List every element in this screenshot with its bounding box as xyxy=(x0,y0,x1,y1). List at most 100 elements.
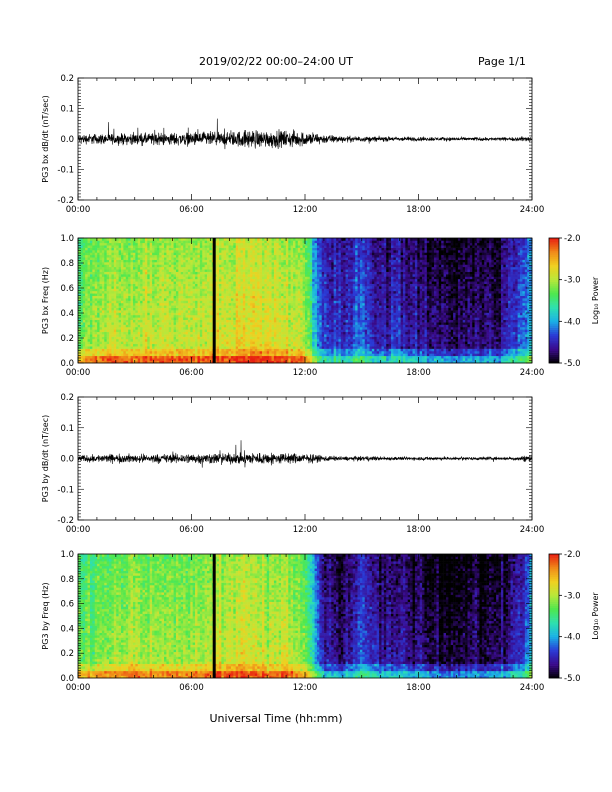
spectrogram-cell xyxy=(116,257,119,260)
spectrogram-cell xyxy=(276,334,279,337)
spectrogram-cell xyxy=(186,349,189,352)
spectrogram-cell xyxy=(150,344,153,347)
spectrogram-cell xyxy=(131,250,134,253)
spectrogram-cell xyxy=(85,341,88,344)
spectrogram-cell xyxy=(279,274,282,277)
spectrogram-cell xyxy=(226,349,229,352)
spectrogram-cell xyxy=(174,320,177,323)
spectrogram-cell xyxy=(162,255,165,258)
spectrogram-cell xyxy=(252,243,255,246)
spectrogram-cell xyxy=(123,281,126,284)
spectrogram-cell xyxy=(95,298,98,301)
spectrogram-cell xyxy=(171,325,174,328)
spectrogram-cell xyxy=(150,296,153,299)
spectrogram-cell xyxy=(178,315,181,318)
spectrogram-cell xyxy=(252,274,255,277)
spectrogram-cell xyxy=(109,296,112,299)
spectrogram-cell xyxy=(119,317,122,320)
spectrogram-cell xyxy=(97,238,100,241)
spectrogram-cell xyxy=(274,276,277,279)
spectrogram-cell xyxy=(202,339,205,342)
spectrogram-cell xyxy=(293,248,296,251)
spectrogram-cell xyxy=(205,339,208,342)
spectrogram-cell xyxy=(166,325,169,328)
spectrogram-cell xyxy=(226,248,229,251)
spectrogram-cell xyxy=(272,317,275,320)
spectrogram-cell xyxy=(240,286,243,289)
spectrogram-cell xyxy=(97,298,100,301)
spectrogram-cell xyxy=(114,308,117,311)
spectrogram-cell xyxy=(202,243,205,246)
spectrogram-cell xyxy=(276,310,279,313)
spectrogram-cell xyxy=(119,353,122,356)
spectrogram-cell xyxy=(281,301,284,304)
spectrogram-cell xyxy=(238,281,241,284)
spectrogram-cell xyxy=(286,293,289,296)
spectrogram-cell xyxy=(162,279,165,282)
spectrogram-cell xyxy=(181,269,184,272)
spectrogram-cell xyxy=(250,358,253,361)
spectrogram-cell xyxy=(114,250,117,253)
spectrogram-cell xyxy=(166,329,169,332)
spectrogram-cell xyxy=(272,293,275,296)
spectrogram-cell xyxy=(236,310,239,313)
spectrogram-cell xyxy=(111,293,114,296)
spectrogram-cell xyxy=(221,332,224,335)
spectrogram-cell xyxy=(295,279,298,282)
spectrogram-cell xyxy=(152,250,155,253)
spectrogram-cell xyxy=(250,296,253,299)
spectrogram-cell xyxy=(252,334,255,337)
spectrogram-cell xyxy=(121,288,124,291)
spectrogram-cell xyxy=(236,281,239,284)
spectrogram-cell xyxy=(295,358,298,361)
spectrogram-cell xyxy=(240,322,243,325)
spectrogram-cell xyxy=(143,351,146,354)
spectrogram-cell xyxy=(207,250,210,253)
spectrogram-cell xyxy=(267,320,270,323)
spectrogram-cell xyxy=(159,315,162,318)
spectrogram-cell xyxy=(281,243,284,246)
spectrogram-cell xyxy=(164,315,167,318)
spectrogram-cell xyxy=(236,269,239,272)
spectrogram-cell xyxy=(171,284,174,287)
spectrogram-cell xyxy=(126,272,129,275)
spectrogram-cell xyxy=(288,264,291,267)
spectrogram-cell xyxy=(169,356,172,359)
spectrogram-cell xyxy=(217,320,220,323)
spectrogram-cell xyxy=(231,349,234,352)
spectrogram-cell xyxy=(95,248,98,251)
spectrogram-cell xyxy=(257,291,260,294)
spectrogram-cell xyxy=(114,276,117,279)
spectrogram-cell xyxy=(188,349,191,352)
spectrogram-cell xyxy=(257,349,260,352)
spectrogram-cell xyxy=(92,288,95,291)
spectrogram-cell xyxy=(272,339,275,342)
spectrogram-cell xyxy=(188,293,191,296)
spectrogram-cell xyxy=(181,325,184,328)
spectrogram-cell xyxy=(147,337,150,340)
spectrogram-cell xyxy=(128,267,131,270)
spectrogram-cell xyxy=(217,274,220,277)
spectrogram-cell xyxy=(83,257,86,260)
spectrogram-cell xyxy=(107,353,110,356)
spectrogram-cell xyxy=(255,298,258,301)
spectrogram-cell xyxy=(224,240,227,243)
spectrogram-cell xyxy=(245,346,248,349)
spectrogram-cell xyxy=(145,281,148,284)
spectrogram-cell xyxy=(116,317,119,320)
spectrogram-cell xyxy=(190,303,193,306)
spectrogram-cell xyxy=(269,250,272,253)
spectrogram-cell xyxy=(226,313,229,316)
spectrogram-cell xyxy=(102,245,105,248)
spectrogram-cell xyxy=(202,351,205,354)
spectrogram-cell xyxy=(209,310,212,313)
spectrogram-cell xyxy=(83,320,86,323)
spectrogram-cell xyxy=(283,276,286,279)
spectrogram-cell xyxy=(255,269,258,272)
spectrogram-cell xyxy=(145,298,148,301)
spectrogram-cell xyxy=(150,327,153,330)
spectrogram-cell xyxy=(281,315,284,318)
spectrogram-cell xyxy=(116,329,119,332)
spectrogram-cell xyxy=(226,238,229,241)
spectrogram-cell xyxy=(245,267,248,270)
